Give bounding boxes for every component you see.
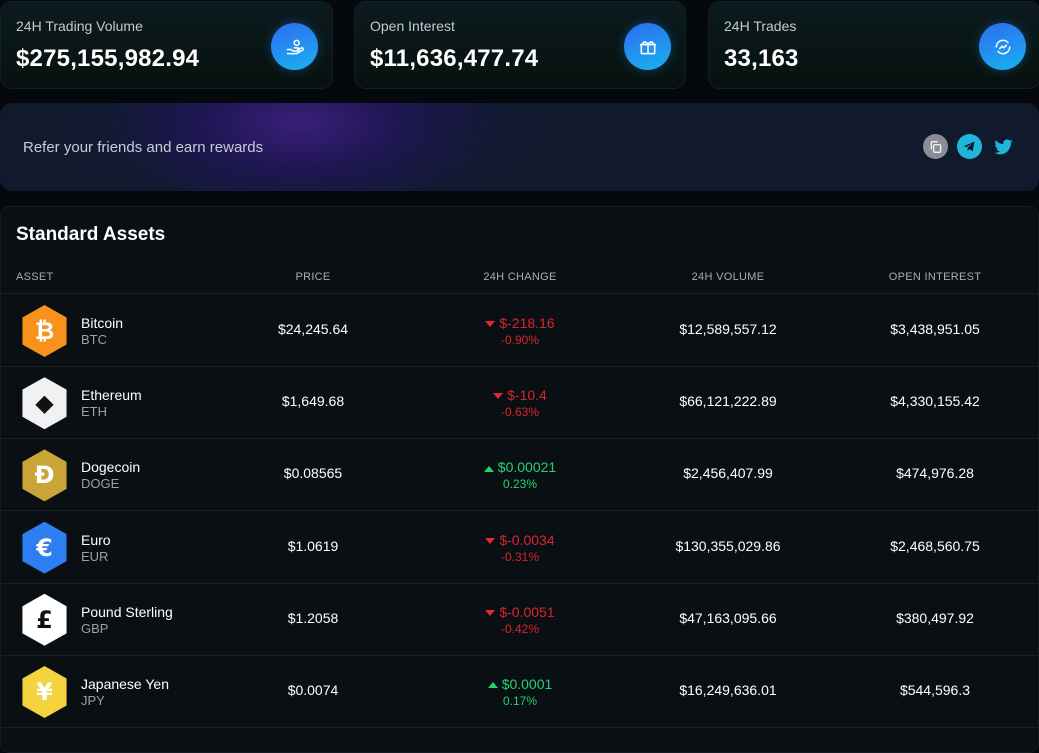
asset-glyph: ₿ — [34, 316, 55, 345]
asset-symbol: ETH — [81, 404, 107, 420]
stat-value: 33,163 — [724, 45, 799, 72]
column-header-asset: ASSET — [16, 271, 54, 283]
asset-glyph: ¥ — [36, 678, 53, 706]
euro-icon: € — [22, 521, 67, 574]
asset-volume: $130,355,029.86 — [675, 537, 781, 554]
stat-card-trading-volume: 24H Trading Volume $275,155,982.94 — [0, 1, 333, 89]
stat-value: $11,636,477.74 — [370, 45, 539, 72]
triangle-up-icon — [483, 465, 494, 472]
change-amount: $-10.4 — [507, 387, 547, 404]
triangle-down-icon — [485, 537, 496, 544]
share-icons — [923, 134, 1016, 159]
change-percent: -0.42% — [500, 621, 540, 636]
asset-glyph: Ð — [34, 461, 55, 490]
asset-open-interest: $2,468,560.75 — [890, 537, 980, 554]
pound-icon: £ — [22, 593, 67, 646]
asset-symbol: EUR — [81, 548, 109, 564]
column-header-open-interest: OPEN INTEREST — [888, 271, 982, 283]
asset-symbol: JPY — [81, 693, 105, 708]
change-percent: 0.23% — [502, 477, 538, 492]
asset-name: Pound Sterling — [81, 603, 173, 620]
triangle-down-icon — [485, 321, 496, 328]
asset-open-interest: $380,497.92 — [896, 609, 974, 626]
stat-label: Open Interest — [370, 18, 455, 34]
column-header-price: PRICE — [295, 271, 331, 283]
change-amount: $-0.0034 — [499, 531, 555, 548]
change-amount: $-218.16 — [499, 315, 555, 331]
change-percent: -0.31% — [500, 549, 540, 564]
stat-label: 24H Trading Volume — [16, 18, 143, 34]
asset-name: Ethereum — [81, 387, 142, 404]
yen-icon: ¥ — [22, 666, 67, 718]
column-header-change: 24H CHANGE — [483, 271, 557, 283]
table-row[interactable]: ◆ Ethereum ETH $1,649.68 $-10.4 -0.63% $… — [1, 366, 1038, 440]
table-row[interactable]: ₿ Bitcoin BTC $24,245.64 $-218.16 -0.90%… — [1, 294, 1038, 367]
table-row[interactable]: £ Pound Sterling GBP $1.2058 $-0.0051 -0… — [1, 583, 1038, 656]
asset-price: $1.2058 — [287, 609, 339, 626]
change-value: $-0.0051 — [420, 604, 620, 620]
change-percent: 0.17% — [502, 694, 538, 708]
stat-value: $275,155,982.94 — [16, 45, 200, 72]
referral-text: Refer your friends and earn rewards — [23, 139, 264, 156]
asset-glyph: ◆ — [35, 389, 54, 418]
referral-banner: Refer your friends and earn rewards — [0, 103, 1039, 191]
standard-assets-panel: Standard Assets ASSET PRICE 24H CHANGE 2… — [0, 206, 1039, 753]
change-value: $-10.4 — [420, 387, 620, 403]
stat-card-open-interest: Open Interest $11,636,477.74 — [354, 1, 686, 89]
asset-open-interest: $544,596.3 — [899, 682, 971, 698]
change-amount: $-0.0051 — [499, 603, 555, 620]
asset-name: Dogecoin — [81, 459, 141, 476]
asset-price: $0.08565 — [283, 465, 343, 482]
dogecoin-icon: Ð — [22, 449, 67, 502]
asset-open-interest: $3,438,951.05 — [890, 321, 980, 337]
change-value: $0.0001 — [420, 676, 620, 692]
change-percent: -0.90% — [500, 333, 540, 347]
ethereum-icon: ◆ — [22, 377, 67, 430]
asset-price: $1,649.68 — [281, 393, 345, 410]
asset-glyph: £ — [36, 605, 53, 634]
asset-volume: $12,589,557.12 — [679, 321, 777, 337]
asset-name: Bitcoin — [81, 315, 124, 331]
stat-label: 24H Trades — [724, 18, 797, 34]
table-row[interactable]: Ð Dogecoin DOGE $0.08565 $0.00021 0.23% … — [1, 438, 1038, 512]
gift-icon — [624, 23, 671, 70]
hand-coins-icon — [271, 23, 318, 70]
panel-title: Standard Assets — [16, 224, 166, 245]
asset-name: Euro — [81, 531, 111, 548]
asset-volume: $2,456,407.99 — [683, 465, 773, 482]
asset-volume: $66,121,222.89 — [679, 393, 777, 410]
asset-price: $1.0619 — [287, 537, 339, 554]
asset-volume: $47,163,095.66 — [679, 609, 777, 626]
asset-open-interest: $4,330,155.42 — [890, 393, 980, 410]
change-value: $-0.0034 — [420, 532, 620, 548]
bitcoin-icon: ₿ — [22, 305, 67, 357]
telegram-icon[interactable] — [957, 134, 982, 159]
asset-symbol: DOGE — [81, 476, 120, 492]
asset-symbol: BTC — [81, 332, 107, 347]
table-row[interactable]: ¥ Japanese Yen JPY $0.0074 $0.0001 0.17%… — [1, 655, 1038, 728]
twitter-icon[interactable] — [991, 134, 1016, 159]
trend-refresh-icon — [979, 23, 1026, 70]
column-header-volume: 24H VOLUME — [691, 271, 765, 283]
change-value: $0.00021 — [420, 459, 620, 475]
asset-price: $0.0074 — [287, 682, 339, 698]
change-value: $-218.16 — [420, 315, 620, 331]
asset-symbol: GBP — [81, 620, 109, 636]
asset-price: $24,245.64 — [277, 321, 349, 337]
asset-volume: $16,249,636.01 — [679, 682, 777, 698]
stat-card-trades: 24H Trades 33,163 — [708, 1, 1039, 89]
asset-name: Japanese Yen — [81, 676, 169, 692]
table-row[interactable]: € Euro EUR $1.0619 $-0.0034 -0.31% $130,… — [1, 511, 1038, 584]
header-divider — [1, 293, 1038, 294]
change-amount: $0.00021 — [497, 459, 557, 476]
change-percent: -0.63% — [500, 405, 540, 420]
asset-glyph: € — [36, 533, 53, 562]
triangle-down-icon — [485, 610, 496, 617]
change-amount: $0.0001 — [501, 676, 553, 692]
copy-icon[interactable] — [923, 134, 948, 159]
triangle-down-icon — [493, 393, 504, 400]
triangle-up-icon — [487, 682, 498, 689]
asset-open-interest: $474,976.28 — [896, 465, 974, 482]
